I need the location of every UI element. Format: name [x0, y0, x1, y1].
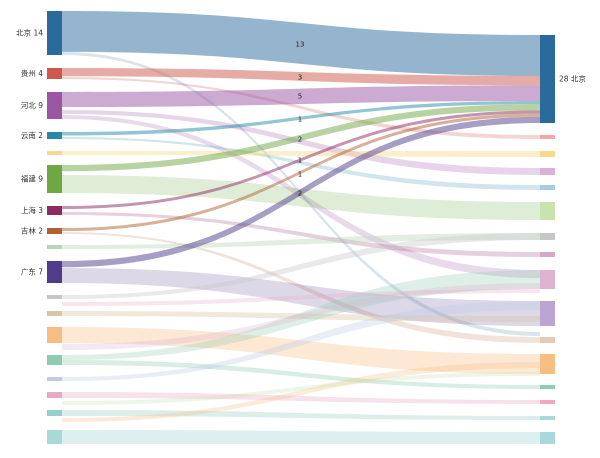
- flow-value-label: 5: [298, 93, 302, 101]
- unlabeled-target-node: [540, 168, 555, 175]
- faded-link: [62, 392, 540, 404]
- source-node: [47, 92, 62, 119]
- unlabeled-target-node: [540, 202, 555, 220]
- flow-link: [62, 85, 540, 107]
- unlabeled-source-node: [47, 327, 62, 343]
- flow-value-label: 1: [298, 116, 302, 124]
- unlabeled-source-node: [47, 410, 62, 416]
- flow-link: [62, 110, 540, 209]
- flow-value-label: 1: [298, 157, 302, 165]
- flow-value-label: 2: [298, 136, 302, 144]
- unlabeled-source-node: [47, 151, 62, 155]
- flow-value-label: 3: [298, 74, 302, 82]
- faded-link: [62, 232, 540, 343]
- flow-link: [62, 68, 540, 86]
- unlabeled-source-node: [47, 430, 62, 444]
- unlabeled-target-node: [540, 252, 555, 257]
- nodes-layer: [47, 11, 555, 444]
- faded-link: [62, 372, 540, 405]
- labels-layer: 13 3 5 1 2 1 1 2 北京 14 贵州 4 河北 9 云南 2 福建 9 上海 3 吉林 2 广东…: [16, 28, 586, 277]
- source-node: [47, 132, 62, 139]
- unlabeled-source-node: [47, 377, 62, 381]
- flow-link: [62, 101, 540, 136]
- flow-link: [62, 113, 540, 231]
- unlabeled-target-node: [540, 416, 555, 420]
- faded-link: [62, 362, 540, 422]
- unlabeled-target-node: [540, 337, 555, 343]
- faded-link: [62, 360, 540, 389]
- flow-value-label: 2: [298, 190, 302, 198]
- source-label: 吉林 2: [21, 226, 43, 236]
- source-node: [47, 165, 62, 193]
- faded-link: [62, 151, 540, 157]
- source-node: [47, 206, 62, 215]
- faded-link: [62, 283, 540, 350]
- faded-link: [62, 327, 540, 374]
- unlabeled-target-node: [540, 432, 555, 444]
- faded-link: [62, 110, 540, 175]
- source-label: 广东 7: [21, 267, 43, 277]
- unlabeled-target-node: [540, 185, 555, 190]
- faded-link: [62, 289, 540, 306]
- source-label: 上海 3: [21, 205, 43, 215]
- unlabeled-target-node: [540, 385, 555, 389]
- faded-link: [62, 137, 540, 190]
- flow-value-label: 13: [296, 41, 305, 49]
- faded-link: [62, 268, 540, 326]
- flow-link: [62, 104, 540, 172]
- source-label: 云南 2: [21, 130, 43, 140]
- source-node: [47, 261, 62, 283]
- source-label: 贵州 4: [21, 68, 43, 78]
- faded-link: [62, 410, 540, 420]
- unlabeled-target-node: [540, 301, 555, 326]
- unlabeled-source-node: [47, 295, 62, 299]
- unlabeled-target-node: [540, 135, 555, 139]
- source-node: [47, 68, 62, 79]
- faded-link: [62, 270, 540, 360]
- faded-link: [62, 301, 540, 381]
- source-node: [47, 11, 62, 55]
- flow-value-label: 1: [298, 171, 302, 179]
- unlabeled-source-node: [47, 311, 62, 316]
- faded-link: [62, 311, 540, 322]
- target-node: [540, 35, 555, 123]
- flow-link: [62, 11, 540, 76]
- faded-link: [62, 115, 540, 278]
- unlabeled-source-node: [47, 245, 62, 249]
- faded-link: [62, 233, 540, 249]
- unlabeled-source-node: [47, 355, 62, 365]
- unlabeled-target-node: [540, 270, 555, 289]
- source-node: [47, 228, 62, 234]
- target-label: 28 北京: [559, 74, 586, 84]
- faded-link: [62, 175, 540, 220]
- faded-link: [62, 430, 540, 444]
- source-label: 河北 9: [21, 101, 43, 110]
- source-label: 福建 9: [21, 174, 43, 184]
- unlabeled-source-node: [47, 392, 62, 398]
- highlighted-links-layer: [62, 11, 540, 268]
- faded-link: [62, 233, 540, 299]
- faded-link: [62, 77, 540, 139]
- flow-link: [62, 116, 540, 268]
- unlabeled-target-node: [540, 233, 555, 240]
- faded-link: [62, 212, 540, 257]
- unlabeled-target-node: [540, 400, 555, 404]
- unlabeled-target-node: [540, 151, 555, 157]
- source-label: 北京 14: [16, 28, 43, 38]
- unlabeled-target-node: [540, 354, 555, 374]
